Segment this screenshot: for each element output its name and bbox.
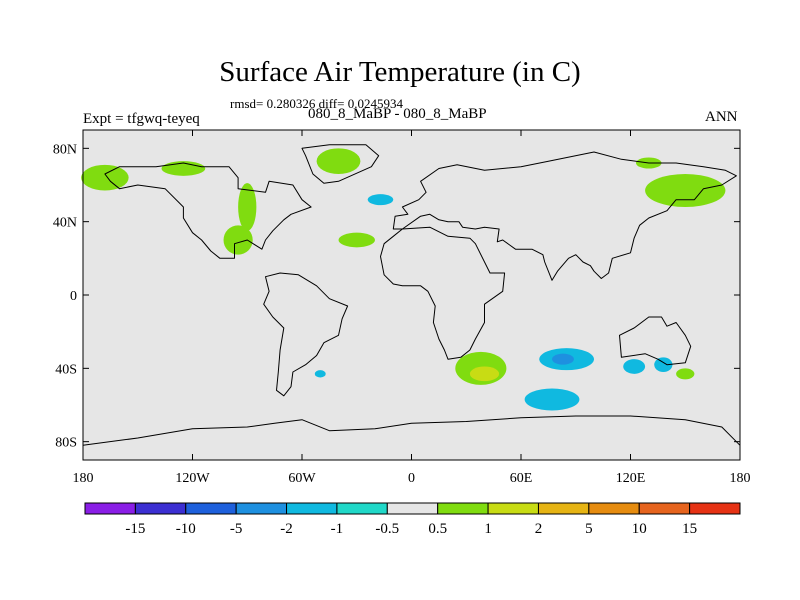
anomaly-tibet-cold [367, 194, 394, 206]
x-tick-label: 60W [288, 471, 316, 486]
season-label: ANN [705, 109, 738, 125]
anomaly-s-indian-cold-core [552, 353, 574, 365]
colorbar-swatch [84, 502, 136, 515]
coastline-eurasia [392, 151, 737, 281]
anomaly-n-atlantic [338, 232, 375, 248]
colorbar-swatch [336, 502, 388, 515]
anomaly-australia-cold [623, 359, 646, 374]
chart-title: Surface Air Temperature (in C) [219, 56, 581, 88]
experiment-label: Expt = tfgwq-teyeq [83, 111, 200, 127]
x-tick-label: 180 [730, 471, 751, 486]
y-tick-label: 80S [55, 436, 77, 451]
coastline-africa [380, 226, 506, 360]
x-tick-label: 120E [616, 471, 646, 486]
colorbar-swatch [386, 502, 439, 515]
y-tick-label: 40N [53, 216, 77, 231]
colorbar-label: 2 [535, 521, 543, 537]
anomaly-e-siberia [645, 174, 726, 207]
colorbar-label: -10 [176, 521, 196, 537]
colorbar-swatch [437, 502, 489, 515]
colorbar-swatch [487, 502, 539, 515]
colorbar-label: 15 [682, 521, 697, 537]
center-label: 080_8_MaBP - 080_8_MaBP [308, 106, 487, 122]
anomaly-greenland [316, 148, 361, 175]
colorbar-swatch [134, 502, 187, 515]
anomaly-s-america-cold [314, 370, 326, 378]
colorbar-swatch [638, 502, 691, 515]
y-tick-label: 0 [70, 289, 77, 304]
anomaly-pacific-cold [654, 357, 673, 372]
colorbar-swatch [286, 502, 338, 515]
colorbar-swatch [185, 502, 237, 515]
anomaly-s-indian-ocean-core [469, 366, 500, 382]
x-tick-label: 120W [175, 471, 210, 486]
coastline-greenland [301, 144, 380, 184]
anomaly-n-pacific-arc [223, 225, 253, 255]
x-tick-label: 60E [510, 471, 533, 486]
anomaly-s-pacific-east [676, 368, 695, 380]
colorbar-swatch [235, 502, 288, 515]
colorbar-swatch [537, 502, 590, 515]
anomaly-s-ocean-cold [524, 388, 580, 411]
colorbar-swatch [588, 502, 640, 515]
colorbar-label: -0.5 [375, 521, 399, 537]
anomaly-n-america-west [81, 164, 129, 191]
x-tick-label: 0 [408, 471, 415, 486]
colorbar-label: 5 [585, 521, 593, 537]
colorbar-label: 1 [484, 521, 492, 537]
colorbar-label: -2 [280, 521, 293, 537]
y-tick-label: 40S [55, 362, 77, 377]
colorbar-label: 0.5 [428, 521, 447, 537]
coastline-antarctica [82, 415, 741, 446]
colorbar-label: -1 [331, 521, 344, 537]
colorbar-swatch [689, 502, 741, 515]
anomaly-n-america-nw-lobe [238, 183, 257, 231]
coastline-north-america [104, 162, 312, 259]
colorbar-label: 10 [632, 521, 647, 537]
plot-area [83, 130, 740, 460]
coastline-south-america [263, 272, 349, 397]
x-tick-label: 180 [73, 471, 94, 486]
colorbar-label: -15 [125, 521, 145, 537]
chart-subtitle: rmsd= 0.280326 diff= 0.0245934 [230, 96, 403, 111]
coastline-australia [619, 316, 692, 366]
y-tick-label: 80N [53, 142, 77, 157]
colorbar-label: -5 [230, 521, 243, 537]
